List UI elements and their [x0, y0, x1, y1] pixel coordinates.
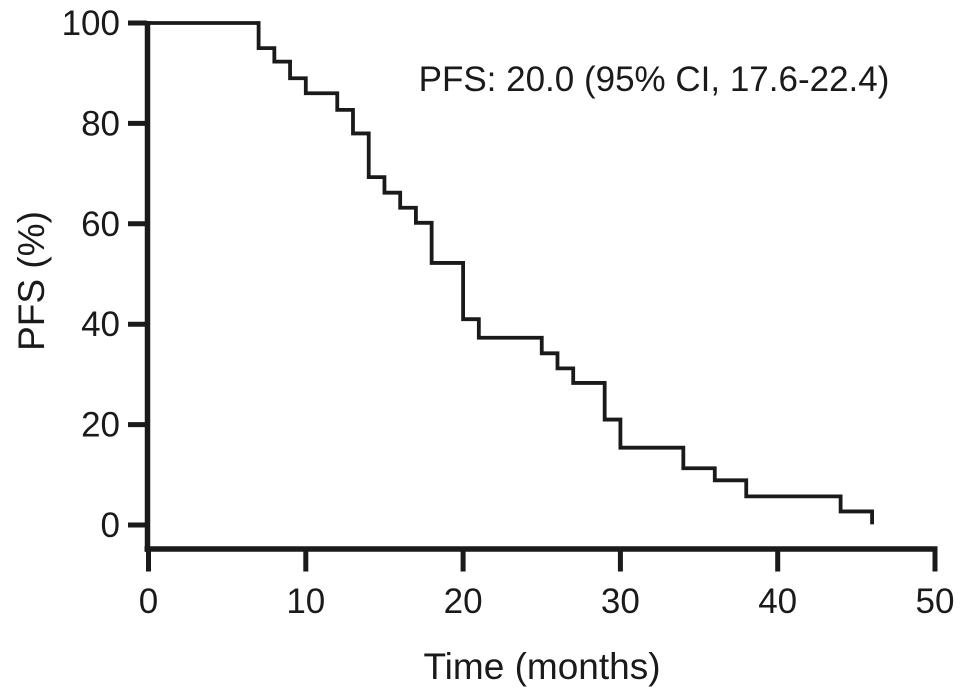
y-tick-label: 60	[81, 205, 120, 244]
x-tick-label: 30	[601, 582, 640, 621]
x-tick-label: 50	[916, 582, 955, 621]
y-tick-label: 40	[81, 305, 120, 344]
y-tick-label: 100	[62, 4, 120, 43]
km-step-curve	[146, 21, 874, 525]
x-axis-label: Time (months)	[423, 646, 660, 687]
axes	[144, 21, 938, 552]
x-tick-label: 40	[758, 582, 797, 621]
x-tick-label: 20	[444, 582, 483, 621]
y-tick-label: 20	[81, 406, 120, 445]
y-axis-ticks: 0 20 40 60 80 100	[62, 4, 147, 545]
x-tick-label: 0	[139, 582, 158, 621]
y-tick-label: 0	[101, 506, 120, 545]
x-axis-ticks: 0 10 20 30 40 50	[139, 549, 955, 621]
y-tick-label: 80	[81, 104, 120, 143]
x-tick-label: 10	[286, 582, 325, 621]
median-pfs-annotation: PFS: 20.0 (95% CI, 17.6-22.4)	[419, 60, 890, 99]
y-axis-label: PFS (%)	[11, 211, 52, 351]
